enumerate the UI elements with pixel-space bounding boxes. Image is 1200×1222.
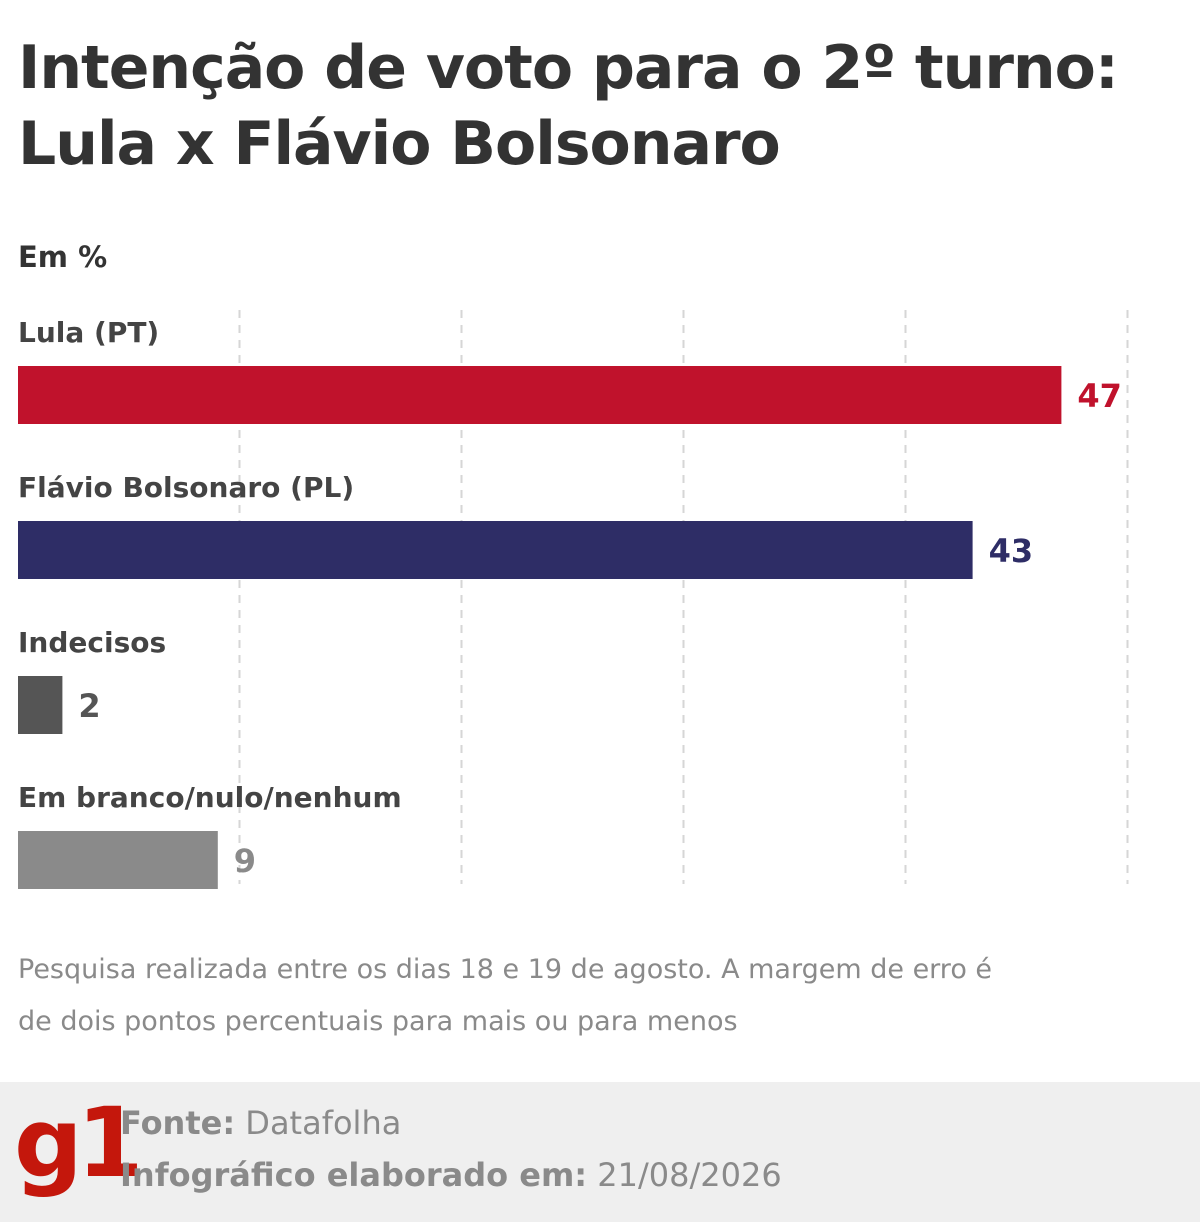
bar-chart: Lula (PT) 47 Flávio Bolsonaro (PL) 43 Indeci… — [18, 310, 1129, 889]
category-label: Lula (PT) — [18, 316, 159, 349]
date-line: Infográfico elaborado em: 21/08/2026 — [120, 1156, 782, 1194]
unit-label: Em % — [18, 240, 108, 274]
bar — [18, 521, 973, 579]
bar — [18, 366, 1062, 424]
date-value: 21/08/2026 — [597, 1156, 782, 1194]
value-label: 43 — [989, 532, 1034, 570]
category-label: Em branco/nulo/nenhum — [18, 781, 402, 814]
date-label: Infográfico elaborado em: — [120, 1156, 588, 1194]
g1-logo: g1 — [14, 1087, 143, 1199]
value-label: 2 — [78, 687, 100, 725]
footnote: Pesquisa realizada entre os dias 18 e 19… — [18, 954, 993, 1037]
category-label: Flávio Bolsonaro (PL) — [18, 471, 354, 504]
bar — [18, 676, 63, 734]
chart-title: Intenção de voto para o 2º turno: Lula x… — [18, 33, 1119, 179]
value-label: 47 — [1077, 377, 1122, 415]
value-label: 9 — [234, 842, 256, 880]
category-label: Indecisos — [18, 626, 166, 659]
bar — [18, 831, 218, 889]
footer — [0, 1082, 1200, 1222]
source-label: Fonte: — [120, 1104, 236, 1142]
source-line: Fonte: Datafolha — [120, 1104, 401, 1142]
source-value: Datafolha — [245, 1104, 402, 1142]
